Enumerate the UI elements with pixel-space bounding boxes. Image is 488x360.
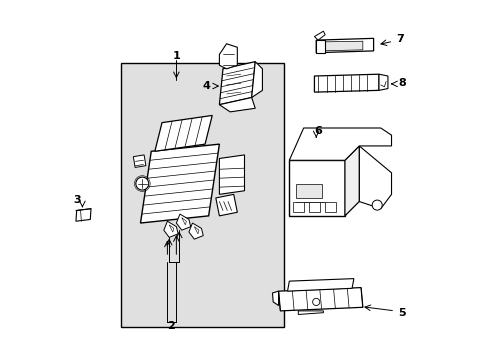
Circle shape <box>136 177 148 190</box>
Polygon shape <box>378 74 387 90</box>
Polygon shape <box>219 155 244 194</box>
Polygon shape <box>314 31 325 40</box>
Polygon shape <box>289 128 391 160</box>
Text: 5: 5 <box>398 308 405 318</box>
Polygon shape <box>133 155 145 167</box>
Polygon shape <box>176 214 190 230</box>
Polygon shape <box>289 160 344 216</box>
Polygon shape <box>316 40 325 53</box>
Polygon shape <box>359 146 391 209</box>
Polygon shape <box>289 146 359 160</box>
Polygon shape <box>278 288 362 311</box>
Polygon shape <box>251 62 262 98</box>
Text: 8: 8 <box>398 78 406 88</box>
Polygon shape <box>298 311 323 315</box>
Bar <box>308 202 319 212</box>
Polygon shape <box>344 146 359 216</box>
Text: 1: 1 <box>172 51 180 61</box>
Circle shape <box>371 200 382 210</box>
Bar <box>121 63 284 327</box>
Text: 4: 4 <box>203 81 210 91</box>
Text: 2: 2 <box>167 321 175 331</box>
Polygon shape <box>272 291 278 306</box>
Text: 7: 7 <box>396 34 404 44</box>
Polygon shape <box>316 39 373 53</box>
Text: 6: 6 <box>313 126 321 136</box>
Polygon shape <box>76 209 91 221</box>
Polygon shape <box>287 279 353 291</box>
Bar <box>296 184 321 198</box>
Bar <box>325 202 335 212</box>
Polygon shape <box>215 194 237 216</box>
Circle shape <box>312 298 319 306</box>
Text: 3: 3 <box>73 195 81 205</box>
Polygon shape <box>163 221 178 237</box>
Bar <box>292 202 303 212</box>
Polygon shape <box>219 44 237 69</box>
Polygon shape <box>140 144 219 223</box>
Polygon shape <box>314 74 378 92</box>
Polygon shape <box>155 116 212 151</box>
Polygon shape <box>219 98 255 112</box>
Polygon shape <box>319 41 362 51</box>
Polygon shape <box>219 62 255 105</box>
Polygon shape <box>188 223 203 239</box>
